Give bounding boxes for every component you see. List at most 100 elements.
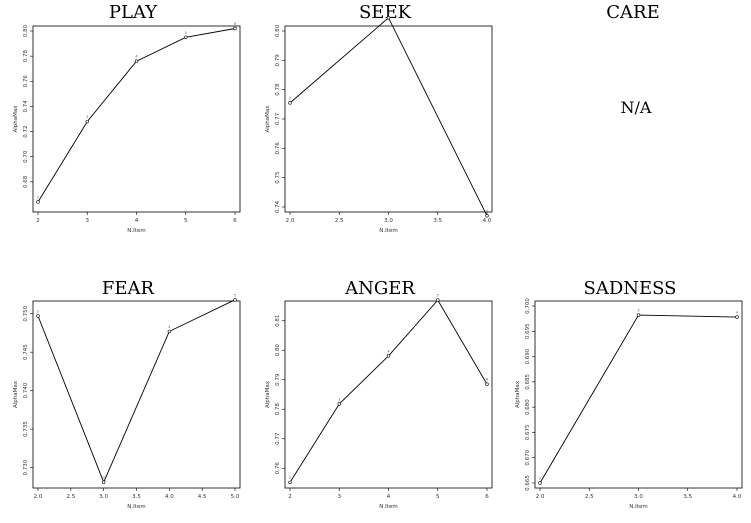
x-tick-label: 2.0 [34, 494, 43, 500]
y-tick-label: 0.78 [23, 50, 29, 63]
y-tick-label: 0.70 [23, 150, 29, 163]
series-line [539, 314, 738, 484]
data-point [184, 35, 188, 39]
y-tick-label: 0.745 [23, 344, 29, 360]
x-tick-label: 3.0 [384, 218, 393, 224]
data-point [85, 119, 89, 124]
x-tick-label: 5 [436, 494, 440, 500]
data-point [436, 298, 440, 302]
data-point [36, 200, 40, 204]
panel-play: PLAY 2 3 4 5 6 0.68 0.70 0.72 0.74 0.76 0.78 0.80 N.… [13, 2, 241, 234]
point-label: 3 [637, 309, 639, 313]
data-point [134, 59, 139, 63]
y-tick-label: 0.74 [275, 200, 281, 213]
panel-title: PLAY [109, 2, 158, 23]
x-tick-label: 3.5 [433, 218, 442, 224]
x-tick-label: 4 [135, 218, 139, 224]
y-tick-label: 0.665 [525, 475, 531, 491]
point-label: 5 [234, 293, 236, 297]
x-tick-label: 2.5 [585, 494, 594, 500]
data-point [288, 480, 292, 485]
x-tick-label: 6 [233, 218, 237, 224]
x-axis-label: N.Item [629, 504, 647, 510]
data-point [233, 298, 237, 302]
x-tick-label: 3.5 [683, 494, 692, 500]
data-point [167, 329, 172, 334]
x-tick-label: 2.5 [66, 494, 75, 500]
x-tick-label: 5.0 [231, 494, 240, 500]
y-tick-label: 0.78 [275, 83, 281, 96]
y-tick-label: 0.68 [23, 175, 29, 188]
x-tick-label: 6 [485, 494, 489, 500]
y-tick-label: 0.675 [525, 424, 531, 440]
y-axis-label: AlphaMax [265, 105, 271, 133]
plot-frame [534, 300, 743, 489]
point-label: 4 [736, 311, 739, 315]
y-axis-label: AlphaMax [265, 380, 271, 408]
point-label: 3 [86, 115, 88, 119]
y-tick-label: 0.75 [275, 171, 281, 184]
x-tick-label: 3 [86, 218, 90, 224]
data-point [288, 101, 292, 105]
y-tick-label: 0.670 [525, 449, 531, 465]
y-tick-label: 0.79 [275, 54, 281, 67]
y-tick-label: 0.680 [525, 399, 531, 415]
plot-frame [284, 25, 493, 213]
panel-title: SEEK [359, 2, 412, 23]
series-line [37, 299, 236, 484]
x-axis-label: N.Item [379, 504, 397, 510]
x-axis-label: N.Item [127, 228, 145, 234]
data-point [337, 402, 341, 406]
y-tick-label: 0.685 [525, 373, 531, 389]
plot-frame [284, 300, 493, 489]
y-tick-label: 0.77 [275, 112, 281, 125]
x-tick-label: 5 [184, 218, 188, 224]
x-tick-label: 3.0 [634, 494, 643, 500]
point-label: 6 [234, 22, 236, 26]
data-point [386, 16, 391, 20]
point-label: 3 [103, 476, 105, 480]
y-tick-label: 0.740 [23, 382, 29, 398]
series-line [289, 17, 488, 217]
x-tick-label: 2 [288, 494, 292, 500]
x-tick-label: 4.0 [165, 494, 174, 500]
data-point [538, 481, 542, 485]
data-point [735, 315, 739, 319]
plot-frame [32, 300, 241, 489]
y-tick-label: 0.76 [275, 462, 281, 475]
data-point [485, 214, 489, 218]
point-label: 4 [168, 325, 171, 329]
y-axis-label: AlphaMax [515, 380, 521, 408]
y-tick-label: 0.77 [275, 432, 281, 445]
point-label: 5 [185, 31, 187, 35]
panel-sadness: SADNESS 2.0 2.5 3.0 3.5 4.0 0.665 0.670 0.675 0.… [515, 278, 743, 510]
point-label: 5 [437, 294, 439, 298]
y-tick-label: 0.76 [23, 75, 29, 88]
point-label: 2 [539, 477, 541, 481]
x-tick-label: 2.0 [536, 494, 545, 500]
panel-title: ANGER [344, 278, 415, 299]
data-point [36, 314, 40, 318]
series-line [289, 299, 488, 483]
data-point [233, 26, 237, 31]
x-axis-label: N.Item [379, 228, 397, 234]
data-point [636, 313, 641, 317]
y-tick-label: 0.80 [275, 344, 281, 357]
x-tick-label: 2.0 [286, 218, 295, 224]
panel-anger: ANGER 2 3 4 5 6 0.76 0.77 0.78 0.79 0.80 0.81 N.Ite… [265, 278, 493, 510]
x-tick-label: 2 [36, 218, 40, 224]
y-tick-label: 0.81 [275, 315, 281, 327]
data-point [485, 382, 489, 386]
point-label: 2 [37, 195, 39, 199]
point-label: 6 [486, 378, 488, 382]
y-tick-label: 0.700 [525, 298, 531, 314]
y-tick-label: 0.78 [275, 403, 281, 416]
y-tick-label: 0.695 [525, 323, 531, 339]
y-axis-label: AlphaMax [13, 105, 19, 133]
y-tick-label: 0.74 [23, 100, 29, 113]
panel-title: SADNESS [584, 278, 677, 299]
x-tick-label: 2.5 [335, 218, 344, 224]
x-tick-label: 3.0 [99, 494, 108, 500]
point-label: 4 [135, 55, 138, 59]
y-tick-label: 0.690 [525, 348, 531, 364]
